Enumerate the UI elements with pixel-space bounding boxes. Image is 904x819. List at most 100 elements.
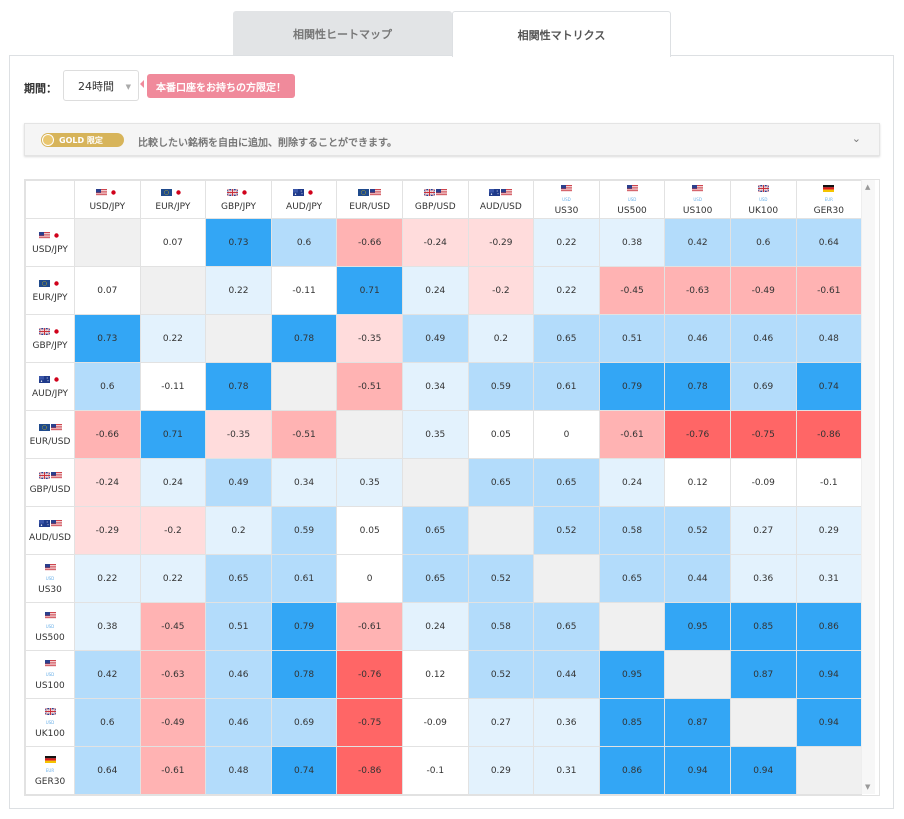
symbol-name: US30 <box>554 205 579 216</box>
correlation-cell: 0.05 <box>467 410 535 459</box>
au-flag-icon <box>292 189 304 196</box>
correlation-cell: 0.48 <box>795 314 863 363</box>
symbol-currency: USD <box>758 196 768 202</box>
gold-feature-bar[interactable]: GOLD 限定 比較したい銘柄を自由に追加、削除することができます。 ⌄ <box>24 123 880 156</box>
us-flag-icon <box>501 189 513 196</box>
correlation-table: USD/JPY EUR/JPY GBP/JPY AUD/JPY EUR/USD GBP/U… <box>25 180 863 795</box>
correlation-cell: -0.1 <box>795 458 863 507</box>
symbol-currency: EUR <box>45 767 55 773</box>
column-header: AUD/JPY <box>270 180 338 219</box>
symbol-flags <box>44 755 56 765</box>
column-header: EUR GER30 <box>795 180 863 219</box>
symbol-currency: USD <box>45 671 55 677</box>
symbol-name: GBP/JPY <box>220 201 256 212</box>
gold-badge: GOLD 限定 <box>41 133 124 147</box>
period-value: 24時間 <box>78 79 114 93</box>
promo-arrow <box>140 80 144 88</box>
correlation-cell: 0.24 <box>401 266 469 315</box>
column-label-6: AUD/USD <box>469 188 534 212</box>
period-label: 期間： <box>24 82 57 95</box>
correlation-cell: -0.76 <box>664 410 731 459</box>
row-label-11: EUR GER30 <box>26 755 74 787</box>
correlation-cell: -0.61 <box>336 602 403 651</box>
correlation-cell: 0.59 <box>467 362 535 411</box>
us-flag-icon <box>370 189 382 196</box>
correlation-cell: -0.61 <box>139 746 207 795</box>
correlation-cell: -0.35 <box>336 314 403 363</box>
row-header: AUD/JPY <box>25 362 75 411</box>
diagonal-cell <box>598 602 666 651</box>
correlation-cell: 0.42 <box>664 218 731 267</box>
correlation-cell: 0.64 <box>795 218 863 267</box>
correlation-cell: 0.58 <box>598 506 666 555</box>
scroll-down-icon[interactable]: ▼ <box>865 783 871 791</box>
column-header: USD US500 <box>598 180 666 219</box>
symbol-name: EUR/JPY <box>155 201 191 212</box>
chevron-down-icon[interactable]: ⌄ <box>851 132 861 145</box>
column-label-5: GBP/USD <box>403 188 468 212</box>
tab-heatmap[interactable]: 相関性ヒートマップ <box>233 11 452 56</box>
correlation-cell: 0.22 <box>533 218 600 267</box>
correlation-cell: 0.65 <box>205 554 272 603</box>
correlation-cell: -0.76 <box>336 650 403 699</box>
correlation-cell: 0.46 <box>664 314 731 363</box>
us-flag-icon <box>692 185 704 192</box>
row-header: USD/JPY <box>25 218 75 267</box>
correlation-cell: 0.2 <box>205 506 272 555</box>
correlation-cell: 0.71 <box>139 410 207 459</box>
correlation-cell: 0.94 <box>664 746 731 795</box>
symbol-name: GBP/USD <box>29 484 71 495</box>
correlation-cell: 0.42 <box>74 650 141 699</box>
symbol-flags <box>626 184 638 194</box>
correlation-cell: -0.86 <box>795 410 863 459</box>
correlation-cell: -0.75 <box>336 698 403 747</box>
symbol-flags <box>38 327 62 337</box>
correlation-cell: -0.45 <box>598 266 666 315</box>
symbol-name: GBP/USD <box>414 201 456 212</box>
correlation-cell: -0.11 <box>139 362 207 411</box>
scroll-up-icon[interactable]: ▲ <box>865 183 871 191</box>
us-flag-icon <box>435 189 447 196</box>
symbol-name: US100 <box>35 680 65 691</box>
symbol-name: EUR/USD <box>29 436 71 447</box>
row-header: USD UK100 <box>25 698 75 747</box>
column-header: USD US100 <box>664 180 731 219</box>
correlation-cell: -0.63 <box>139 650 207 699</box>
correlation-cell: 0.38 <box>74 602 141 651</box>
correlation-cell: 0.85 <box>729 602 797 651</box>
correlation-cell: 0.61 <box>533 362 600 411</box>
gb-flag-icon <box>757 185 769 192</box>
us-flag-icon <box>560 185 572 192</box>
correlation-cell: 0.78 <box>205 362 272 411</box>
correlation-cell: 0.34 <box>270 458 338 507</box>
correlation-cell: -0.24 <box>401 218 469 267</box>
correlation-cell: 0.65 <box>533 602 600 651</box>
correlation-cell: 0.64 <box>74 746 141 795</box>
vertical-scrollbar[interactable]: ▲ ▼ <box>861 180 875 794</box>
correlation-cell: 0.31 <box>795 554 863 603</box>
tab-matrix[interactable]: 相関性マトリクス <box>452 11 671 57</box>
correlation-cell: 0.12 <box>401 650 469 699</box>
correlation-cell: 0.94 <box>795 650 863 699</box>
correlation-cell: 0.52 <box>467 554 535 603</box>
row-label-1: EUR/JPY <box>26 279 74 303</box>
correlation-cell: -0.66 <box>74 410 141 459</box>
correlation-cell: 0.86 <box>795 602 863 651</box>
gb-flag-icon <box>423 189 435 196</box>
symbol-currency: USD <box>45 575 55 581</box>
column-label-8: USD US500 <box>600 184 665 216</box>
correlation-cell: 0.69 <box>270 698 338 747</box>
correlation-cell: -0.24 <box>74 458 141 507</box>
symbol-flags <box>489 188 513 198</box>
correlation-cell: 0.27 <box>467 698 535 747</box>
symbol-flags <box>560 184 572 194</box>
symbol-name: AUD/USD <box>479 201 522 212</box>
symbol-flags <box>757 184 769 194</box>
period-select[interactable]: 24時間 ▼ <box>63 70 139 101</box>
symbol-name: US100 <box>682 205 713 216</box>
diagonal-cell <box>533 554 600 603</box>
column-header: EUR/USD <box>336 180 403 219</box>
correlation-cell: 0.52 <box>533 506 600 555</box>
symbol-flags <box>44 611 56 621</box>
column-label-4: EUR/USD <box>337 188 402 212</box>
